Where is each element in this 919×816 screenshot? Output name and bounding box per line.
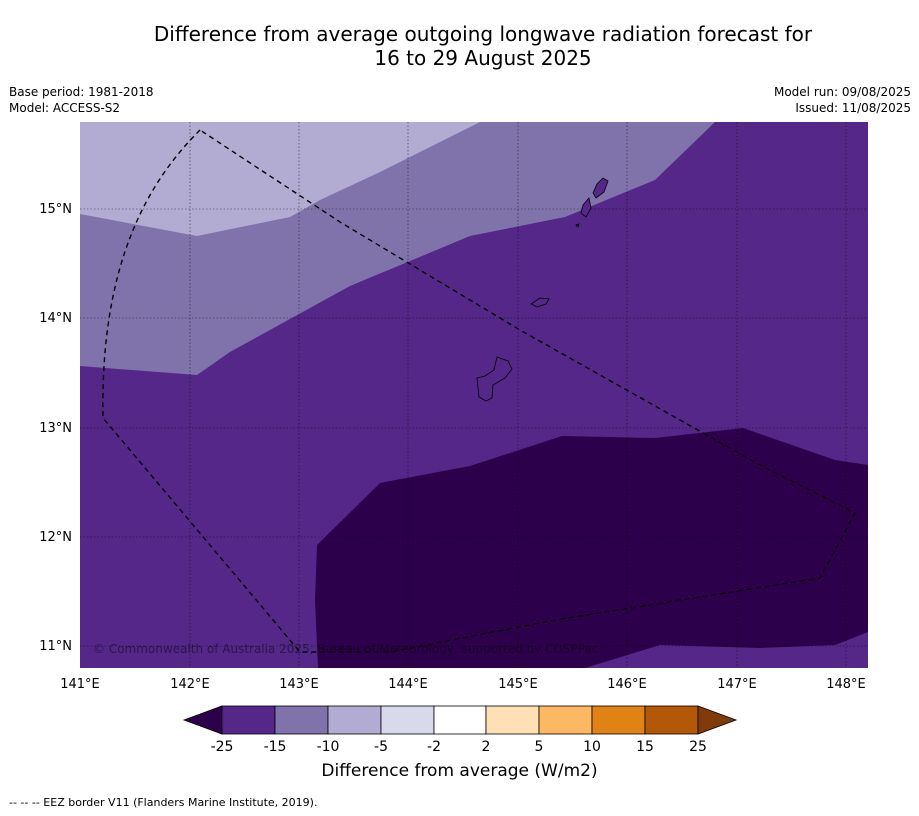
title-line-1: Difference from average outgoing longwav…	[153, 22, 813, 46]
lat-labels: 15°N 14°N 13°N 12°N 11°N	[39, 202, 72, 654]
graticule	[80, 122, 868, 668]
lon-label-143e: 143°E	[279, 677, 319, 692]
colorbar-swatch-m25-m15	[221, 705, 276, 735]
lat-label-14n: 14°N	[39, 311, 72, 326]
base-period: Base period: 1981-2018	[9, 85, 154, 99]
map-area	[80, 122, 868, 668]
cb-tick: -2	[427, 739, 441, 755]
lon-label-144e: 144°E	[388, 677, 428, 692]
eez-border	[102, 129, 856, 653]
footer-note: -- -- -- EEZ border V11 (Flanders Marine…	[9, 796, 318, 809]
chart-title: Difference from average outgoing longwav…	[0, 22, 919, 70]
lon-label-147e: 147°E	[717, 677, 757, 692]
model-run: Model run: 09/08/2025	[773, 85, 911, 99]
copyright-text: © Commonwealth of Australia 2025, Bureau…	[93, 642, 598, 656]
guam-island	[476, 356, 513, 402]
lon-label-146e: 146°E	[607, 677, 647, 692]
lat-label-11n: 11°N	[39, 639, 72, 654]
lon-label-148e: 148°E	[826, 677, 866, 692]
cb-tick: 2	[482, 739, 491, 755]
colorbar-swatch-m2-2	[433, 705, 487, 735]
lon-labels: 141°E 142°E 143°E 144°E 145°E 146°E 147°…	[60, 677, 866, 692]
cb-tick: -25	[211, 739, 234, 755]
colorbar	[182, 705, 738, 735]
colorbar-label: Difference from average (W/m2)	[321, 761, 598, 781]
islands	[476, 177, 609, 402]
colorbar-swatch-15-25	[644, 705, 699, 735]
colorbar-swatch-10-15	[591, 705, 646, 735]
meta-right: Model run: 09/08/2025 Issued: 11/08/2025	[774, 84, 911, 116]
lon-label-145e: 145°E	[498, 677, 538, 692]
lat-label-12n: 12°N	[39, 530, 72, 545]
model-name: Model: ACCESS-S2	[9, 101, 121, 115]
colorbar-swatch-m5-m2	[380, 705, 435, 735]
lat-label-13n: 13°N	[39, 421, 72, 436]
tinian-island	[580, 197, 592, 218]
colorbar-extend-high	[697, 705, 738, 735]
cb-tick: 15	[636, 739, 654, 755]
lat-label-15n: 15°N	[39, 202, 72, 217]
colorbar-ticks: -25 -15 -10 -5 -2 2 5 10 15 25	[211, 739, 707, 755]
colorbar-swatch-m15-m10	[274, 705, 329, 735]
colorbar-swatch-5-10	[538, 705, 593, 735]
saipan-island	[592, 177, 609, 199]
lon-label-142e: 142°E	[170, 677, 210, 692]
meta-left: Base period: 1981-2018 Model: ACCESS-S2	[9, 84, 154, 116]
cb-tick: 25	[689, 739, 707, 755]
cb-tick: 5	[535, 739, 544, 755]
cb-tick: -10	[317, 739, 340, 755]
cb-tick: -15	[264, 739, 287, 755]
lon-label-141e: 141°E	[60, 677, 100, 692]
issued-date: Issued: 11/08/2025	[795, 101, 911, 115]
cb-tick: 10	[583, 739, 601, 755]
title-line-2: 16 to 29 August 2025	[374, 46, 592, 70]
cb-tick: -5	[374, 739, 388, 755]
band-lt-m25	[315, 428, 868, 668]
colorbar-swatch-2-5	[485, 705, 540, 735]
colorbar-swatch-m10-m5	[327, 705, 382, 735]
aguijan-island	[575, 223, 580, 228]
rota-island	[530, 297, 550, 308]
band-m10-m5	[80, 122, 480, 236]
colorbar-extend-low	[182, 705, 223, 735]
